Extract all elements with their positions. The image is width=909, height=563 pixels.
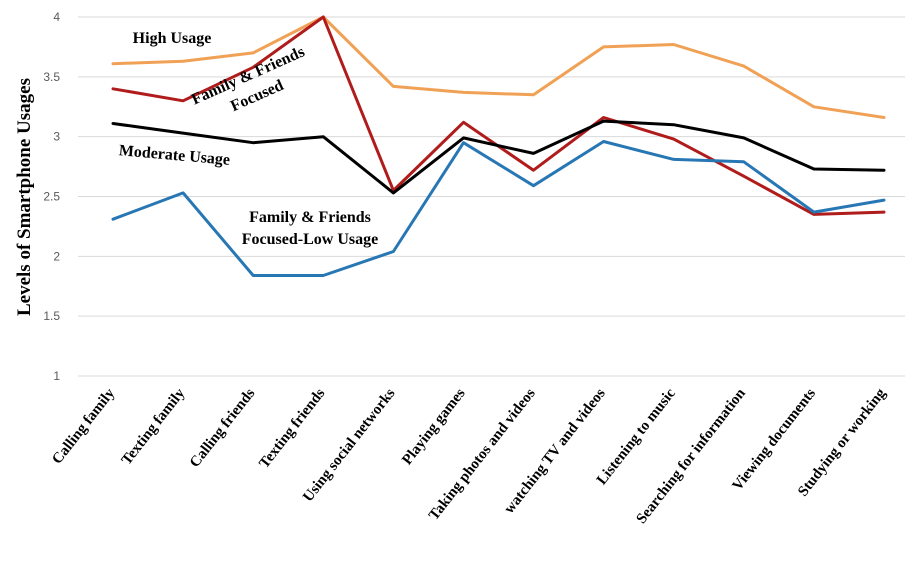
y-tick-label: 3 xyxy=(53,130,60,144)
annotation-line: High Usage xyxy=(133,30,212,47)
x-tick-label: Texting family xyxy=(119,385,189,468)
y-axis-label: Levels of Smartphone Usages xyxy=(14,78,35,316)
annotation-line: Moderate Usage xyxy=(118,142,231,169)
series-lines xyxy=(111,15,886,277)
series-line xyxy=(111,15,886,216)
series-line xyxy=(111,140,886,277)
x-tick-label: Calling friends xyxy=(187,385,258,470)
x-tick-label: Calling family xyxy=(49,385,118,467)
y-tick-label: 2 xyxy=(53,249,60,263)
x-tick-label: Listening to music xyxy=(594,385,679,488)
x-tick-label: Playing games xyxy=(399,385,468,468)
annotation-line: Family & Friends xyxy=(249,209,371,226)
series-annotation: Moderate Usage xyxy=(118,142,231,169)
y-tick-label: 3.5 xyxy=(43,70,60,84)
series-annotation: Family & Friends Focused-Low Usage xyxy=(242,209,378,248)
y-tick-label: 1 xyxy=(53,369,60,383)
y-axis-ticks: 1 1.5 2 2.5 3 3.5 4 xyxy=(43,10,60,383)
series-annotation: High Usage xyxy=(133,30,212,47)
series-line xyxy=(111,119,886,195)
annotation-line: Focused-Low Usage xyxy=(242,231,378,248)
y-tick-label: 1.5 xyxy=(43,309,60,323)
x-tick-label: Texting friends xyxy=(256,385,328,471)
series-line xyxy=(111,15,886,119)
y-tick-label: 4 xyxy=(53,10,60,24)
y-tick-label: 2.5 xyxy=(43,190,60,204)
